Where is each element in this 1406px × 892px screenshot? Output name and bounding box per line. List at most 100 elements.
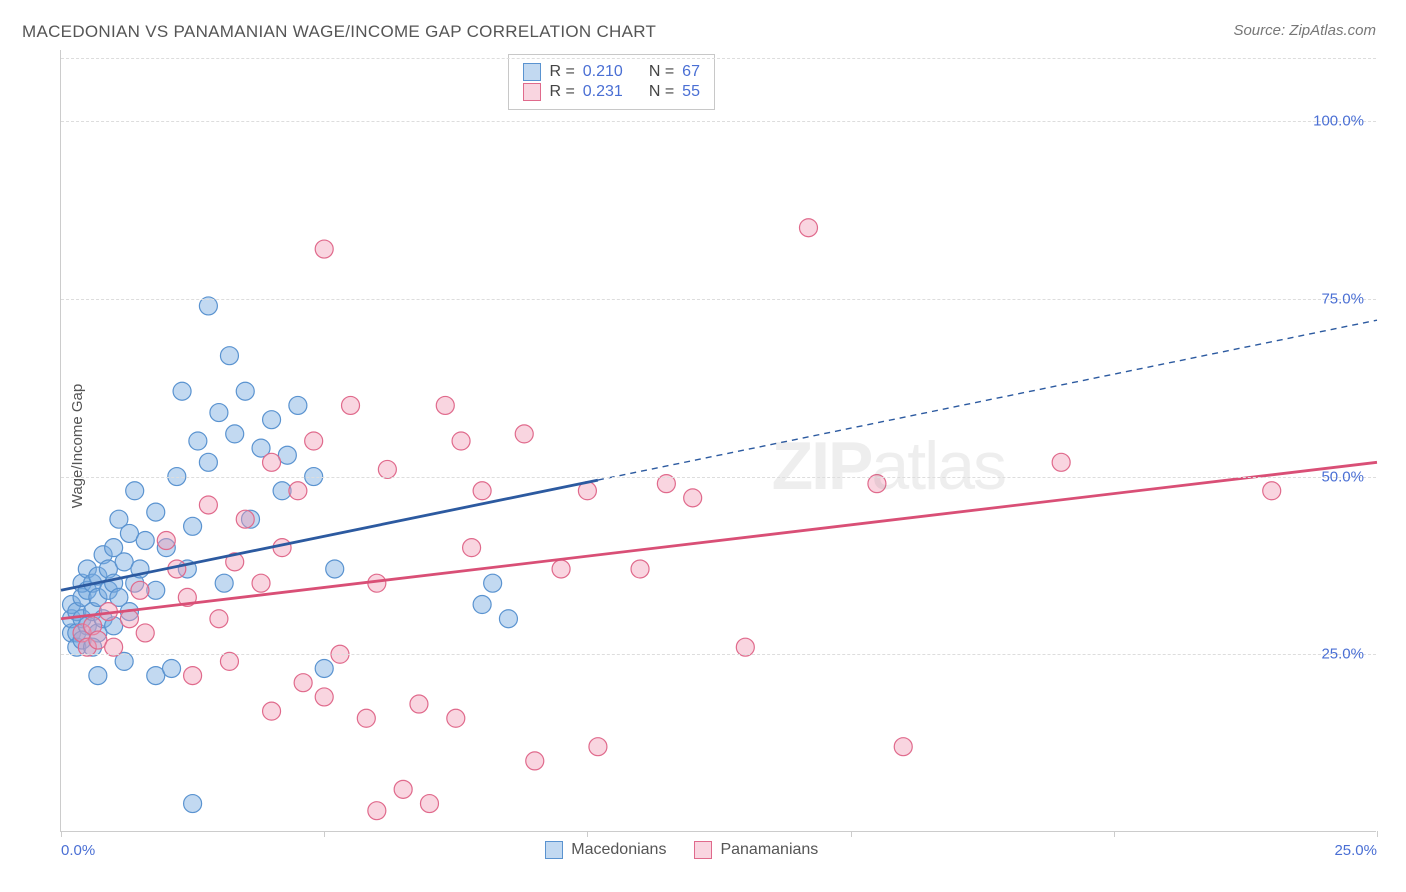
- data-point: [226, 425, 244, 443]
- trendline-dashed: [598, 320, 1377, 480]
- data-point: [315, 240, 333, 258]
- plot-area: ZIPatlas R =0.210N =67R =0.231N =55 Mace…: [60, 50, 1376, 832]
- y-tick-label: 100.0%: [1313, 113, 1364, 130]
- data-point: [163, 659, 181, 677]
- r-label: R =: [549, 83, 574, 101]
- chart-title: MACEDONIAN VS PANAMANIAN WAGE/INCOME GAP…: [22, 22, 656, 42]
- data-point: [184, 517, 202, 535]
- chart-container: MACEDONIAN VS PANAMANIAN WAGE/INCOME GAP…: [0, 0, 1406, 892]
- data-point: [136, 532, 154, 550]
- data-point: [220, 347, 238, 365]
- legend-stats: R = 0.210 N = 67 R = 0.231 N = 55: [508, 54, 715, 110]
- data-point: [315, 659, 333, 677]
- data-point: [473, 482, 491, 500]
- gridline: [61, 121, 1376, 122]
- data-point: [199, 496, 217, 514]
- legend-swatch: [523, 63, 541, 81]
- data-point: [236, 382, 254, 400]
- legend-series: Macedonians Panamanians: [545, 841, 818, 859]
- data-point: [420, 795, 438, 813]
- data-point: [799, 219, 817, 237]
- r-label: R =: [549, 63, 574, 81]
- y-tick-label: 50.0%: [1321, 468, 1364, 485]
- legend-swatch: [694, 841, 712, 859]
- data-point: [463, 539, 481, 557]
- data-point: [131, 581, 149, 599]
- data-point: [263, 702, 281, 720]
- data-point: [357, 709, 375, 727]
- r-value: 0.210: [583, 63, 623, 81]
- data-point: [894, 738, 912, 756]
- legend-swatch: [545, 841, 563, 859]
- data-point: [436, 396, 454, 414]
- data-point: [484, 574, 502, 592]
- data-point: [368, 802, 386, 820]
- data-point: [184, 667, 202, 685]
- gridline: [61, 654, 1376, 655]
- legend-swatch: [523, 83, 541, 101]
- r-value: 0.231: [583, 83, 623, 101]
- data-point: [210, 404, 228, 422]
- legend-stats-row: R = 0.210 N = 67: [523, 63, 700, 81]
- legend-stats-row: R = 0.231 N = 55: [523, 83, 700, 101]
- data-point: [447, 709, 465, 727]
- data-point: [289, 396, 307, 414]
- legend-series-label: Panamanians: [720, 841, 818, 859]
- data-point: [184, 795, 202, 813]
- x-tick-label: 0.0%: [61, 842, 95, 859]
- data-point: [252, 574, 270, 592]
- data-point: [157, 532, 175, 550]
- data-point: [305, 432, 323, 450]
- data-point: [263, 453, 281, 471]
- legend-series-item: Macedonians: [545, 841, 666, 859]
- data-point: [263, 411, 281, 429]
- data-point: [589, 738, 607, 756]
- gridline: [61, 477, 1376, 478]
- scatter-overlay: [61, 50, 1376, 831]
- y-tick-label: 25.0%: [1321, 646, 1364, 663]
- data-point: [552, 560, 570, 578]
- n-value: 67: [682, 63, 700, 81]
- data-point: [684, 489, 702, 507]
- x-tick-mark: [324, 831, 325, 837]
- data-point: [294, 674, 312, 692]
- gridline: [61, 58, 1376, 59]
- n-label: N =: [649, 83, 674, 101]
- x-tick-mark: [1114, 831, 1115, 837]
- legend-series-label: Macedonians: [571, 841, 666, 859]
- data-point: [289, 482, 307, 500]
- data-point: [236, 510, 254, 528]
- data-point: [273, 539, 291, 557]
- data-point: [126, 482, 144, 500]
- data-point: [473, 596, 491, 614]
- x-tick-mark: [61, 831, 62, 837]
- x-tick-mark: [1377, 831, 1378, 837]
- data-point: [210, 610, 228, 628]
- data-point: [89, 667, 107, 685]
- data-point: [136, 624, 154, 642]
- data-point: [199, 453, 217, 471]
- data-point: [410, 695, 428, 713]
- data-point: [342, 396, 360, 414]
- data-point: [189, 432, 207, 450]
- data-point: [515, 425, 533, 443]
- data-point: [147, 503, 165, 521]
- data-point: [499, 610, 517, 628]
- x-tick-label: 25.0%: [1334, 842, 1377, 859]
- source-label: Source: ZipAtlas.com: [1233, 22, 1376, 39]
- data-point: [173, 382, 191, 400]
- x-tick-mark: [851, 831, 852, 837]
- n-value: 55: [682, 83, 700, 101]
- data-point: [452, 432, 470, 450]
- y-tick-label: 75.0%: [1321, 290, 1364, 307]
- data-point: [1263, 482, 1281, 500]
- data-point: [215, 574, 233, 592]
- data-point: [315, 688, 333, 706]
- legend-series-item: Panamanians: [694, 841, 818, 859]
- n-label: N =: [649, 63, 674, 81]
- gridline: [61, 299, 1376, 300]
- trendline: [61, 462, 1377, 618]
- data-point: [394, 780, 412, 798]
- data-point: [631, 560, 649, 578]
- data-point: [526, 752, 544, 770]
